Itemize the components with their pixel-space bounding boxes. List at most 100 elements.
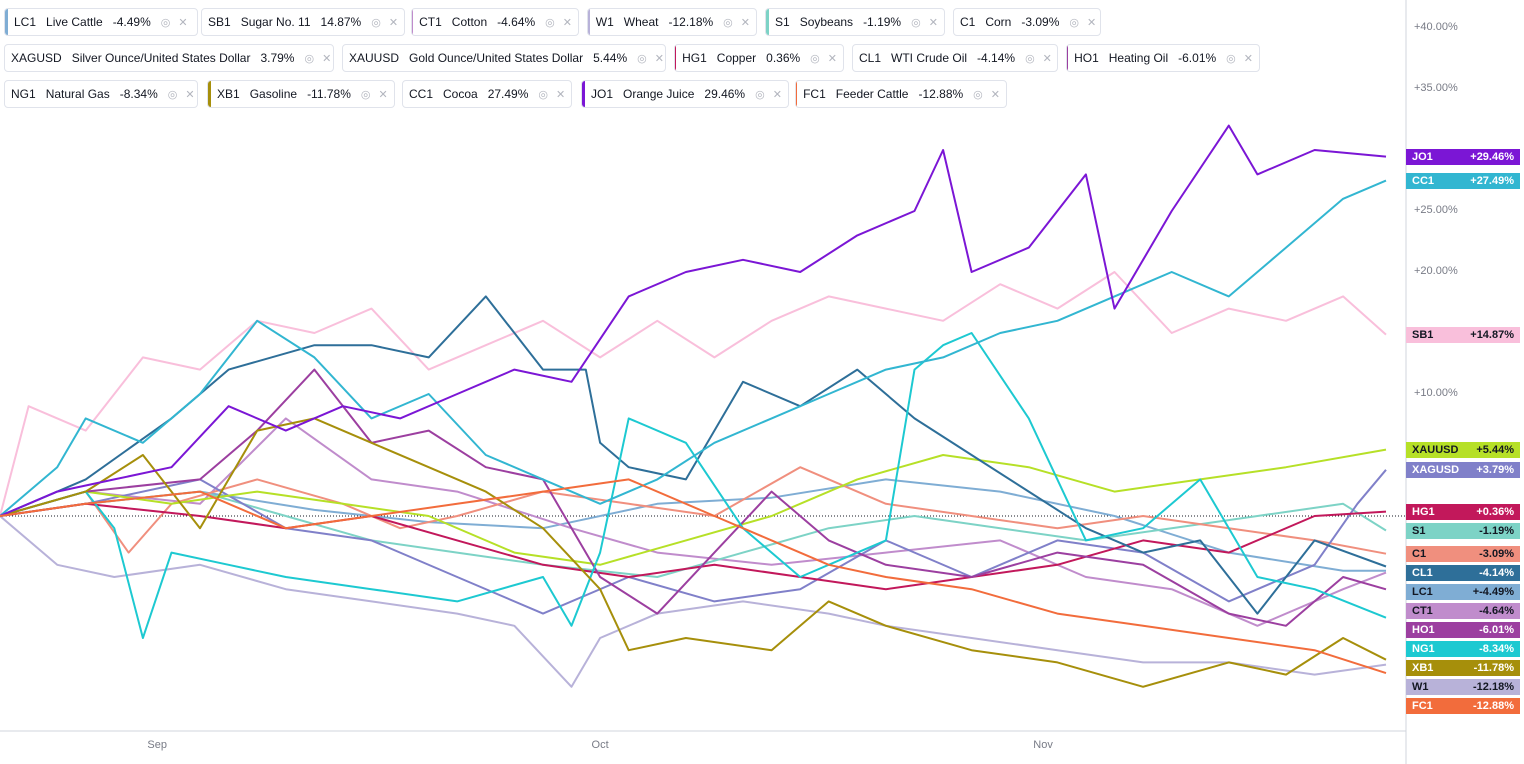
close-icon[interactable]: ✕ [178,16,188,29]
series-line-w1 [0,515,1387,688]
close-icon[interactable]: ✕ [562,16,572,29]
legend-symbol: XAGUSD [11,51,62,65]
visibility-icon[interactable]: ◎ [973,88,983,101]
series-line-ct1 [0,417,1387,627]
legend-description: WTI Crude Oil [891,51,968,65]
price-tag-s1: S1 -1.19% [1406,522,1520,539]
price-tag-ng1: NG1 -8.34% [1406,640,1520,657]
price-tag-symbol: HG1 [1412,505,1435,518]
visibility-icon[interactable]: ◎ [360,88,371,101]
legend-change: -4.14% [977,51,1016,65]
close-icon[interactable]: ✕ [556,88,566,101]
price-tag-ct1: CT1 -4.64% [1406,602,1520,619]
close-icon[interactable]: ✕ [827,52,837,65]
close-icon[interactable]: ✕ [1042,52,1052,65]
visibility-icon[interactable]: ◎ [304,52,315,65]
visibility-icon[interactable]: ◎ [371,16,381,29]
legend-color-swatch [588,9,590,35]
legend-item-jo1[interactable]: JO1 Orange Juice 29.46% ◎ ✕ [581,80,789,108]
legend-item-cl1[interactable]: CL1 WTI Crude Oil -4.14% ◎ ✕ [852,44,1058,72]
legend-item-hg1[interactable]: HG1 Copper 0.36% ◎ ✕ [674,44,844,72]
price-tag-value: -4.64% [1479,604,1514,617]
legend-description: Copper [716,51,757,65]
visibility-icon[interactable]: ◎ [160,16,171,29]
visibility-icon[interactable]: ◎ [1069,16,1079,29]
close-icon[interactable]: ✕ [772,88,782,101]
visibility-icon[interactable]: ◎ [810,52,820,65]
price-tag-fc1: FC1 -12.88% [1406,697,1520,714]
visibility-icon[interactable]: ◎ [167,88,178,101]
price-tag-symbol: XB1 [1412,661,1434,674]
close-icon[interactable]: ✕ [1087,16,1097,29]
close-icon[interactable]: ✕ [990,88,1000,101]
price-tag-cc1: CC1 +27.49% [1406,172,1520,189]
legend-description: Sugar No. 11 [240,15,311,29]
price-tag-xagusd: XAGUSD +3.79% [1406,461,1520,478]
legend-item-ct1[interactable]: CT1 Cotton -4.64% ◎ ✕ [411,8,579,36]
price-tag-symbol: XAGUSD [1412,463,1460,476]
legend-description: Feeder Cattle [835,87,909,101]
price-tag-symbol: SB1 [1412,328,1434,341]
y-tick-label: +25.00% [1414,204,1458,216]
y-tick-label: +10.00% [1414,387,1458,399]
close-icon[interactable]: ✕ [928,16,938,29]
visibility-icon[interactable]: ◎ [637,52,647,65]
legend-color-swatch [208,81,211,107]
legend-item-ho1[interactable]: HO1 Heating Oil -6.01% ◎ ✕ [1066,44,1260,72]
price-tag-value: -8.34% [1479,642,1514,655]
visibility-icon[interactable]: ◎ [911,16,921,29]
close-icon[interactable]: ✕ [740,16,750,29]
legend-symbol: HO1 [1074,51,1099,65]
legend-description: Live Cattle [46,15,103,29]
price-tag-symbol: CL1 [1412,566,1433,579]
price-tag-value: +14.87% [1470,328,1514,341]
close-icon[interactable]: ✕ [378,88,388,101]
close-icon[interactable]: ✕ [654,52,664,65]
visibility-icon[interactable]: ◎ [538,88,549,101]
close-icon[interactable]: ✕ [185,88,195,101]
legend-item-s1[interactable]: S1 Soybeans -1.19% ◎ ✕ [765,8,945,36]
price-tag-symbol: LC1 [1412,585,1433,598]
visibility-icon[interactable]: ◎ [755,88,765,101]
visibility-icon[interactable]: ◎ [723,16,733,29]
legend-item-xauusd[interactable]: XAUUSD Gold Ounce/United States Dollar 5.4… [342,44,666,72]
price-tag-symbol: XAUUSD [1412,443,1459,456]
x-tick-label: Oct [591,739,609,751]
visibility-icon[interactable]: ◎ [1226,52,1236,65]
legend-description: Wheat [623,15,659,29]
close-icon[interactable]: ✕ [322,52,332,65]
price-tag-value: -1.19% [1479,524,1514,537]
legend-description: Gasoline [249,87,298,101]
series-line-cl1 [0,295,1387,615]
legend-item-w1[interactable]: W1 Wheat -12.18% ◎ ✕ [587,8,757,36]
legend-item-sb1[interactable]: SB1 Sugar No. 11 14.87% ◎ ✕ [201,8,405,36]
legend-item-cc1[interactable]: CC1 Cocoa 27.49% ◎ ✕ [402,80,572,108]
legend-item-xagusd[interactable]: XAGUSD Silver Ounce/United States Dollar 3… [4,44,334,72]
legend-item-lc1[interactable]: LC1 Live Cattle -4.49% ◎ ✕ [4,8,198,36]
price-tag-value: -12.88% [1473,699,1514,712]
series-line-fc1 [0,478,1387,675]
price-tag-lc1: LC1 +-4.49% [1406,583,1520,600]
price-tag-value: +0.36% [1476,505,1514,518]
x-tick-label: Nov [1033,739,1053,751]
visibility-icon[interactable]: ◎ [1025,52,1035,65]
legend-description: Heating Oil [1108,51,1169,65]
legend-description: Orange Juice [623,87,695,101]
legend-item-c1[interactable]: C1 Corn -3.09% ◎ ✕ [953,8,1101,36]
series-line-hg1 [0,502,1387,591]
price-tag-hg1: HG1 +0.36% [1406,503,1520,520]
legend-item-xb1[interactable]: XB1 Gasoline -11.78% ◎ ✕ [207,80,395,108]
price-tag-symbol: NG1 [1412,642,1435,655]
legend-item-ng1[interactable]: NG1 Natural Gas -8.34% ◎ ✕ [4,80,198,108]
legend-change: -12.18% [668,15,714,29]
series-line-sb1 [0,271,1387,517]
legend-item-fc1[interactable]: FC1 Feeder Cattle -12.88% ◎ ✕ [795,80,1007,108]
price-tag-symbol: S1 [1412,524,1426,537]
legend-change: 0.36% [766,51,801,65]
visibility-icon[interactable]: ◎ [545,16,555,29]
legend-symbol: CC1 [409,87,434,101]
close-icon[interactable]: ✕ [388,16,399,29]
close-icon[interactable]: ✕ [1243,52,1253,65]
legend-change: 29.46% [704,87,746,101]
